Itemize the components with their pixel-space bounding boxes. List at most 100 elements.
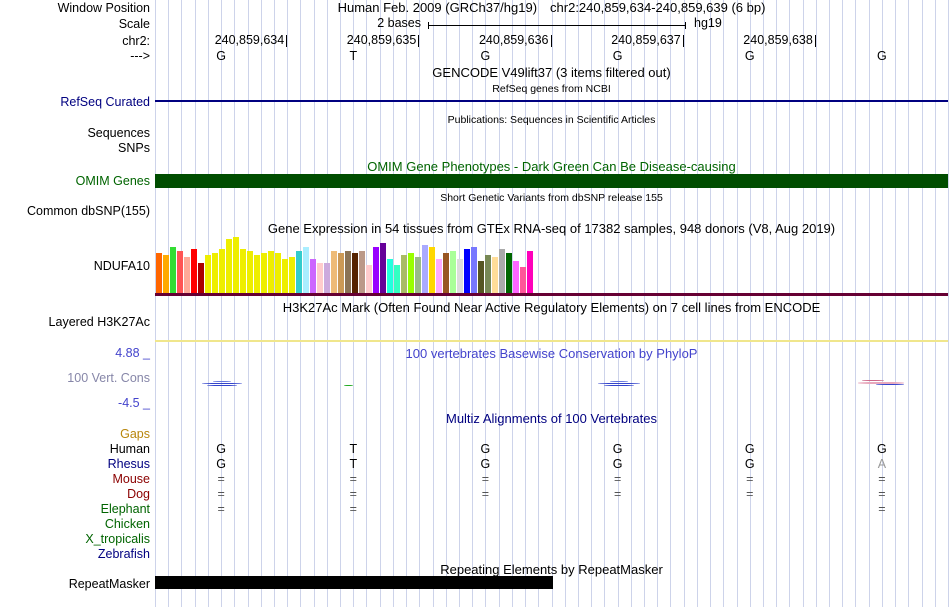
- grid-line: [670, 0, 672, 607]
- alignment-cell: G: [612, 457, 623, 471]
- grid-line: [406, 0, 408, 607]
- omim-gene-bar[interactable]: [155, 174, 948, 188]
- gtex-expression-bar: [303, 247, 309, 293]
- gtex-expression-bar: [492, 257, 498, 293]
- gtex-title[interactable]: Gene Expression in 54 tissues from GTEx …: [267, 221, 836, 236]
- species-label-zebrafish[interactable]: Zebrafish: [97, 547, 150, 561]
- position-title: chr2:240,859,634-240,859,639 (6 bp): [550, 0, 766, 15]
- position-label: 240,859,637: [611, 33, 681, 47]
- species-label-chicken[interactable]: Chicken: [104, 517, 150, 531]
- alignment-cell: =: [613, 487, 622, 501]
- grid-line: [300, 0, 302, 607]
- gtex-expression-bar: [331, 251, 337, 293]
- phylop-title[interactable]: 100 vertebrates Basewise Conservation by…: [405, 346, 698, 361]
- position-label: 240,859,635: [346, 33, 417, 47]
- track-label-layered-h3k27ac[interactable]: Layered H3K27Ac: [48, 315, 150, 329]
- gtex-expression-bar: [443, 253, 449, 293]
- repeatmasker-title[interactable]: Repeating Elements by RepeatMasker: [440, 562, 663, 577]
- position-tick: [682, 35, 684, 47]
- grid-line: [485, 0, 487, 607]
- track-label-gene[interactable]: NDUFA10: [93, 259, 150, 273]
- base-letter: G: [744, 49, 755, 63]
- grid-line: [591, 0, 593, 607]
- species-label-rhesus[interactable]: Rhesus: [107, 457, 150, 471]
- grid-line: [921, 0, 923, 607]
- repeatmasker-element-bar[interactable]: [155, 576, 553, 589]
- gtex-expression-bar: [373, 247, 379, 293]
- gtex-expression-bar: [401, 255, 407, 293]
- grid-line: [736, 0, 738, 607]
- grid-line: [287, 0, 289, 607]
- alignment-cell: =: [613, 472, 622, 486]
- assembly-title: Human Feb. 2009 (GRCh37/hg19): [337, 0, 538, 15]
- conservation-mark: [213, 381, 231, 382]
- multiz-title[interactable]: Multiz Alignments of 100 Vertebrates: [445, 411, 657, 426]
- grid-line: [934, 0, 936, 607]
- gtex-expression-bar: [352, 253, 358, 293]
- alignment-cell: =: [746, 487, 754, 501]
- conservation-mark: [207, 385, 237, 386]
- scale-line: [428, 25, 686, 26]
- species-label-mouse[interactable]: Mouse: [112, 472, 150, 486]
- gtex-expression-bar: [429, 247, 435, 293]
- alignment-cell: =: [349, 502, 357, 516]
- grid-line: [842, 0, 844, 607]
- species-label-dog[interactable]: Dog: [127, 487, 150, 501]
- alignment-cell: G: [612, 442, 623, 456]
- conservation-mark: [604, 385, 634, 386]
- conservation-mark: [876, 384, 904, 385]
- gencode-title[interactable]: GENCODE V49lift37 (3 items filtered out): [432, 65, 671, 80]
- gtex-expression-bar: [324, 263, 330, 293]
- label-scale: Scale: [118, 17, 150, 31]
- grid-line: [340, 0, 342, 607]
- h3k27ac-signal-line[interactable]: [155, 340, 948, 342]
- track-label-snps[interactable]: SNPs: [118, 141, 150, 155]
- alignment-cell: G: [216, 442, 226, 456]
- grid-line: [710, 0, 712, 607]
- alignment-cell: =: [878, 487, 886, 501]
- gtex-expression-bar: [219, 249, 225, 293]
- gtex-expression-bar: [198, 263, 204, 293]
- grid-line: [881, 0, 883, 607]
- label-window-position: Window Position: [57, 1, 150, 15]
- gtex-expression-bar: [478, 261, 484, 293]
- track-label-100-vert-cons[interactable]: 100 Vert. Cons: [67, 371, 150, 385]
- omim-title[interactable]: OMIM Gene Phenotypes - Dark Green Can Be…: [367, 159, 736, 174]
- grid-line: [392, 0, 394, 607]
- species-label-x-tropicalis[interactable]: X_tropicalis: [85, 532, 150, 546]
- grid-line: [776, 0, 778, 607]
- conservation-mark: [858, 382, 904, 384]
- publications-title[interactable]: Publications: Sequences in Scientific Ar…: [447, 114, 656, 126]
- base-letter: G: [612, 49, 623, 63]
- h3k27ac-title[interactable]: H3K27Ac Mark (Often Found Near Active Re…: [282, 300, 821, 315]
- alignment-cell: G: [744, 457, 755, 471]
- track-label-refseq-curated[interactable]: RefSeq Curated: [60, 95, 150, 109]
- grid-line: [789, 0, 791, 607]
- track-label-omim-genes[interactable]: OMIM Genes: [75, 174, 150, 188]
- position-label: 240,859,636: [478, 33, 549, 47]
- species-label-human[interactable]: Human: [109, 442, 150, 456]
- gtex-expression-bar: [408, 253, 414, 293]
- refseq-curated-track-line[interactable]: [155, 100, 948, 102]
- species-label-elephant[interactable]: Elephant: [100, 502, 150, 516]
- grid-line: [260, 0, 262, 607]
- alignment-cell: G: [744, 442, 755, 456]
- track-label-sequences[interactable]: Sequences: [87, 126, 150, 140]
- grid-line: [696, 0, 698, 607]
- grid-line: [895, 0, 897, 607]
- track-label-repeatmasker[interactable]: RepeatMasker: [68, 577, 150, 591]
- grid-line: [511, 0, 513, 607]
- gtex-expression-bar: [359, 251, 365, 293]
- species-label-gaps[interactable]: Gaps: [120, 427, 150, 441]
- alignment-cell: =: [217, 502, 225, 516]
- track-label-common-dbsnp[interactable]: Common dbSNP(155): [27, 204, 150, 218]
- grid-line: [419, 0, 421, 607]
- gtex-expression-bar: [212, 253, 218, 293]
- grid-line: [815, 0, 817, 607]
- gtex-expression-bar: [275, 253, 281, 293]
- alignment-cell: =: [217, 487, 225, 501]
- dbsnp-title[interactable]: Short Genetic Variants from dbSNP releas…: [440, 192, 663, 204]
- grid-line: [366, 0, 368, 607]
- position-label: 240,859,634: [214, 33, 285, 47]
